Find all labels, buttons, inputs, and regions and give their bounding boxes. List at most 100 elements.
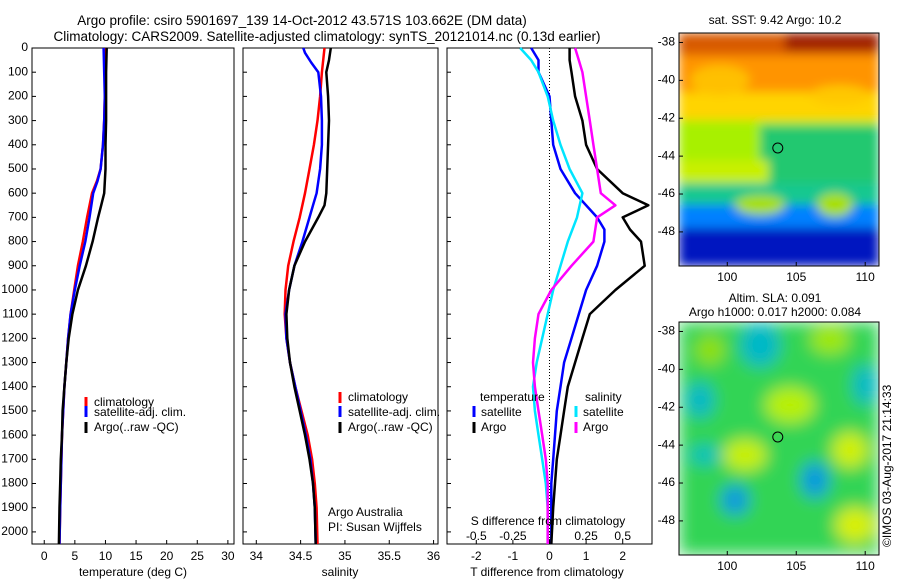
- map-y-tick-label: -40: [658, 362, 676, 376]
- legend-argo: Argo(..raw -QC): [94, 420, 179, 434]
- y-tick-label: 1400: [1, 379, 28, 393]
- x-tick-label: 20: [160, 549, 174, 563]
- map-y-tick-label: -42: [658, 399, 676, 413]
- difference-legend: temperature salinity satellite Argo sate…: [472, 390, 624, 434]
- temperature-panel-frame: [31, 47, 235, 545]
- sla-heatmap: [679, 322, 879, 555]
- difference-x-ticks-salinity: -0.5 -0.25 0 0.25 0.5: [466, 529, 631, 543]
- legend-climatology: climatology: [94, 395, 154, 409]
- x-tick-label-top: -0.25: [499, 529, 527, 543]
- y-tick-label: 1000: [1, 282, 28, 296]
- legend-header-salinity: salinity: [585, 390, 622, 404]
- sst-heatmap: [679, 33, 879, 266]
- x-tick-label-top: 0.25: [574, 529, 598, 543]
- sla-map-x-ticks: 100 105 110: [717, 551, 875, 573]
- x-tick-label: 25: [191, 549, 205, 563]
- x-tick-label: 1: [583, 549, 590, 563]
- x-tick-label: -2: [471, 549, 482, 563]
- y-tick-label: 700: [8, 210, 28, 224]
- y-tick-label: 1300: [1, 355, 28, 369]
- imos-credit: ©IMOS 03-Aug-2017 21:14:33: [880, 384, 894, 547]
- temperature-legend: climatology satellite-adj. clim. Argo(..…: [84, 395, 186, 434]
- salinity-x-ticks: 34 34.5 35 35.5 36: [250, 540, 441, 563]
- map-y-tick-label: -48: [658, 224, 676, 238]
- salinity-series-group: [283, 47, 333, 545]
- temperature-series-group: [57, 47, 108, 545]
- difference-x-label-top: S difference from climatology: [471, 514, 626, 528]
- map-y-tick-label: -40: [658, 73, 676, 87]
- map-y-tick-label: -46: [658, 186, 676, 200]
- sla-map-y-ticks: -38 -40 -42 -44 -46 -48: [658, 324, 683, 527]
- temperature-x-ticks: 0 5 10 15 20 25 30: [41, 540, 235, 563]
- title-line-1: Argo profile: csiro 5901697_139 14-Oct-2…: [77, 13, 527, 28]
- map-y-tick-label: -42: [658, 110, 676, 124]
- sla-map-title-1: Altim. SLA: 0.091: [729, 291, 822, 305]
- map-y-tick-label: -48: [658, 513, 676, 527]
- map-y-tick-label: -38: [658, 324, 676, 338]
- series-line-argo: [531, 47, 617, 544]
- series-line-climatology: [58, 48, 107, 545]
- y-tick-label: 0: [21, 40, 28, 54]
- x-tick-label: 5: [72, 549, 79, 563]
- map-x-tick-label: 100: [717, 559, 737, 573]
- series-line-satellite: [530, 47, 606, 544]
- y-tick-label: 1500: [1, 403, 28, 417]
- map-x-tick-label: 105: [786, 270, 806, 284]
- annotation-pi: PI: Susan Wijffels: [328, 520, 422, 534]
- x-tick-label: 2: [619, 549, 626, 563]
- map-x-tick-label: 110: [856, 559, 875, 573]
- temperature-depth-ticks: 0 100 200 300 400 500 600 700 800 900 1000 1100 1200…: [1, 40, 451, 538]
- y-tick-label: 100: [8, 64, 28, 78]
- series-line-satellite-adj-clim: [58, 47, 107, 545]
- legend-satellite: satellite-adj. clim.: [94, 405, 186, 419]
- sla-map-title-2: Argo h1000: 0.017 h2000: 0.084: [689, 305, 861, 319]
- legend-temp-satellite: satellite: [481, 405, 522, 419]
- series-line-satellite: [519, 47, 584, 544]
- y-tick-label: 1100: [2, 306, 28, 320]
- x-tick-label: 34: [250, 549, 264, 563]
- x-tick-label-top: 0.5: [614, 529, 631, 543]
- legend-header-temperature: temperature: [480, 390, 545, 404]
- map-x-tick-label: 100: [717, 270, 737, 284]
- x-tick-label-top: 0: [546, 529, 553, 543]
- legend-climatology: climatology: [348, 390, 408, 404]
- y-tick-label: 800: [8, 234, 28, 248]
- legend-temp-argo: Argo: [481, 420, 507, 434]
- difference-series-group: [519, 47, 650, 545]
- y-tick-label: 500: [8, 161, 28, 175]
- x-tick-label: 15: [129, 549, 143, 563]
- y-tick-label: 1600: [1, 427, 28, 441]
- sst-map-frame: [678, 32, 880, 267]
- x-tick-label: -1: [508, 549, 519, 563]
- map-y-tick-label: -44: [658, 148, 676, 162]
- title-line-2: Climatology: CARS2009. Satellite-adjuste…: [53, 29, 600, 44]
- map-y-tick-label: -38: [658, 35, 676, 49]
- y-tick-label: 1900: [1, 500, 28, 514]
- salinity-legend: climatology satellite-adj. clim. Argo(..…: [338, 390, 440, 434]
- map-x-tick-label: 105: [786, 559, 806, 573]
- sst-map-title: sat. SST: 9.42 Argo: 10.2: [709, 13, 842, 27]
- x-tick-label: 35.5: [378, 549, 402, 563]
- difference-x-label: T difference from climatology: [470, 565, 624, 579]
- y-tick-label: 400: [8, 137, 28, 151]
- y-tick-label: 200: [8, 89, 28, 103]
- legend-sal-argo: Argo: [583, 420, 609, 434]
- y-tick-label: 1200: [1, 331, 28, 345]
- legend-satellite: satellite-adj. clim.: [348, 405, 440, 419]
- map-x-tick-label: 110: [856, 270, 875, 284]
- x-tick-label-top: -0.5: [466, 529, 487, 543]
- x-tick-label: 34.5: [289, 549, 313, 563]
- series-line-argo-raw-qc: [285, 47, 333, 545]
- salinity-x-label: salinity: [322, 565, 359, 579]
- legend-argo: Argo(..raw -QC): [348, 420, 433, 434]
- sst-map-y-ticks: -38 -40 -42 -44 -46 -48: [658, 35, 683, 238]
- difference-x-ticks: -2 -1 0 1 2: [471, 540, 626, 563]
- x-tick-label: 0: [41, 549, 48, 563]
- annotation-argo-australia: Argo Australia: [328, 505, 403, 519]
- map-y-tick-label: -44: [658, 437, 676, 451]
- x-tick-label: 35: [338, 549, 352, 563]
- y-tick-label: 600: [8, 185, 28, 199]
- map-y-tick-label: -46: [658, 475, 676, 489]
- sla-map-frame: [678, 321, 880, 556]
